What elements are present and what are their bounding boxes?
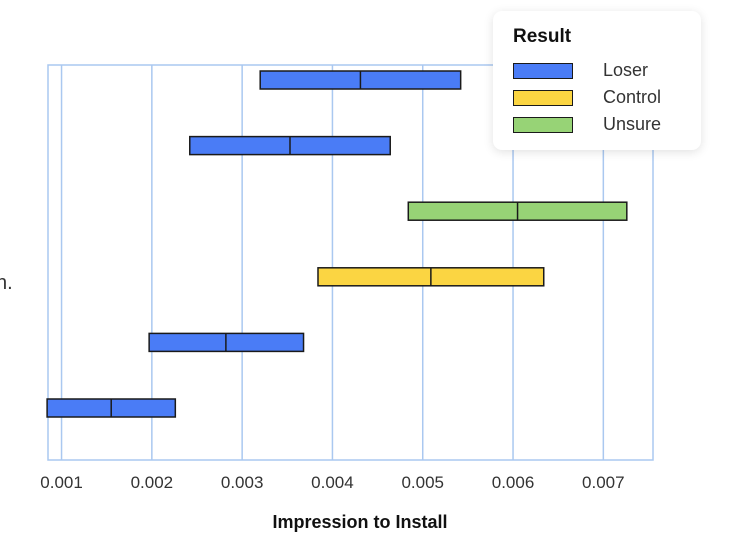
legend-label-control: Control	[603, 87, 662, 107]
legend-swatch-control	[513, 89, 573, 106]
range-bar	[46, 398, 177, 418]
x-ticks: 0.001 0.002 0.003 0.004 0.005 0.006 0.007	[40, 473, 624, 492]
range-bar	[259, 70, 462, 90]
x-tick-label: 0.007	[582, 473, 625, 492]
cut-off-label: n.	[0, 272, 13, 294]
bars	[46, 70, 628, 418]
legend-item-loser: Loser	[513, 57, 701, 84]
x-tick-label: 0.001	[40, 473, 83, 492]
x-tick-label: 0.002	[131, 473, 174, 492]
legend-item-control: Control	[513, 84, 701, 111]
range-bar	[407, 201, 628, 221]
range-bar	[148, 332, 305, 353]
legend-swatch-loser	[513, 62, 573, 79]
legend-label-unsure: Unsure	[603, 114, 662, 134]
plot-frame	[47, 64, 654, 461]
x-tick-label: 0.006	[492, 473, 535, 492]
legend: Result Loser Control Unsure	[493, 11, 701, 150]
legend-title: Result	[513, 26, 572, 47]
range-bar	[189, 135, 391, 156]
legend-item-unsure: Unsure	[513, 111, 701, 138]
x-axis-title: Impression to Install	[272, 512, 447, 532]
legend-label-loser: Loser	[603, 60, 649, 80]
legend-swatch-unsure	[513, 116, 573, 133]
x-tick-label: 0.003	[221, 473, 264, 492]
x-tick-label: 0.004	[311, 473, 354, 492]
x-tick-label: 0.005	[401, 473, 444, 492]
range-bar	[317, 267, 545, 287]
